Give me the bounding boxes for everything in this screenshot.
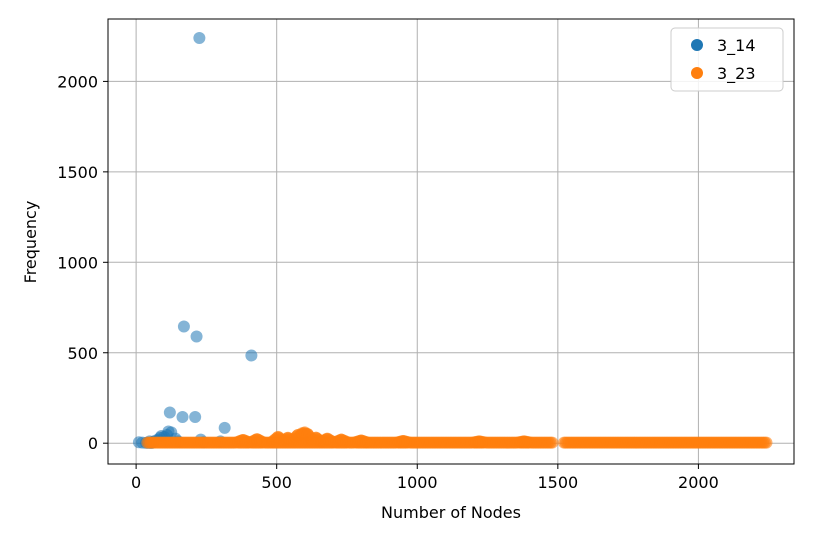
data-point-3_14 xyxy=(218,421,231,434)
x-tick-label: 2000 xyxy=(678,473,719,492)
x-tick-label: 0 xyxy=(131,473,141,492)
data-point-3_14 xyxy=(176,410,189,423)
y-tick-label: 2000 xyxy=(57,72,98,91)
y-tick-label: 1500 xyxy=(57,163,98,182)
legend-marker-3_14 xyxy=(691,39,703,51)
x-axis-ticks: 0 500 1000 1500 2000 xyxy=(131,464,719,492)
y-axis-label: Frequency xyxy=(21,201,40,284)
legend-label-3_23: 3_23 xyxy=(717,64,756,84)
data-point-3_23 xyxy=(251,433,264,446)
data-point-3_14 xyxy=(190,330,203,343)
data-point-3_23 xyxy=(321,432,334,445)
data-point-3_23 xyxy=(310,431,323,444)
x-tick-label: 1000 xyxy=(397,473,438,492)
data-point-3_23 xyxy=(281,431,294,444)
data-point-3_23 xyxy=(546,436,559,449)
legend: 3_14 3_23 xyxy=(670,27,784,92)
data-point-3_14 xyxy=(177,320,190,333)
y-tick-label: 500 xyxy=(67,344,98,363)
data-point-3_23 xyxy=(397,435,410,448)
y-tick-label: 0 xyxy=(88,434,98,453)
data-point-3_14 xyxy=(189,410,202,423)
data-point-3_14 xyxy=(163,406,176,419)
data-point-3_23 xyxy=(760,436,773,449)
data-point-3_23 xyxy=(355,434,368,447)
data-point-3_23 xyxy=(518,435,531,448)
x-axis-label: Number of Nodes xyxy=(381,503,521,522)
data-point-3_23 xyxy=(335,433,348,446)
data-point-3_14 xyxy=(245,349,258,362)
y-tick-label: 1000 xyxy=(57,253,98,272)
x-tick-label: 1500 xyxy=(537,473,578,492)
x-tick-label: 500 xyxy=(261,473,292,492)
plot-frame xyxy=(107,18,795,465)
series-3_23-points xyxy=(141,426,773,449)
y-axis-ticks: 0 500 1000 1500 2000 xyxy=(57,72,108,453)
data-point-3_14 xyxy=(193,31,206,44)
data-point-3_23 xyxy=(272,430,285,443)
legend-marker-3_23 xyxy=(691,67,703,79)
legend-label-3_14: 3_14 xyxy=(717,36,756,56)
data-point-3_23 xyxy=(236,433,249,446)
data-point-3_23 xyxy=(473,435,486,448)
